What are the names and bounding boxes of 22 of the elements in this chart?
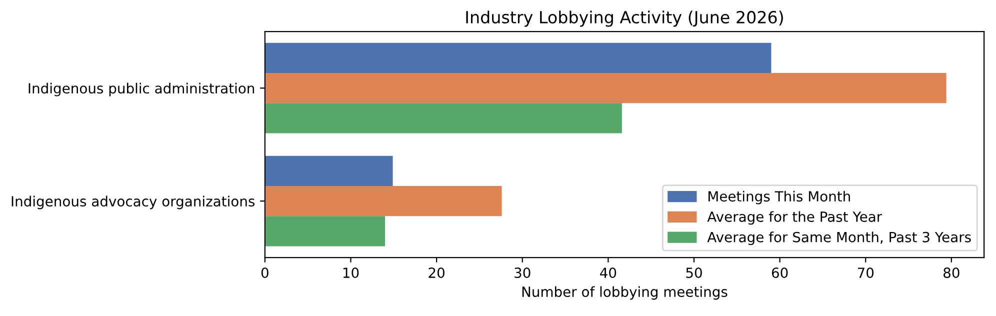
legend-label: Average for the Past Year bbox=[707, 211, 882, 225]
y-tick-label: Indigenous public administration bbox=[28, 82, 254, 96]
x-axis-title: Number of lobbying meetings bbox=[522, 286, 728, 300]
bar bbox=[264, 216, 386, 246]
bar bbox=[264, 156, 393, 186]
bar bbox=[264, 73, 946, 104]
bar bbox=[264, 103, 622, 134]
x-tick-label: 70 bbox=[858, 268, 874, 278]
x-tick-label: 30 bbox=[514, 268, 530, 278]
x-tick-label: 0 bbox=[261, 268, 268, 278]
x-tick-label: 40 bbox=[600, 268, 616, 278]
x-tick-label: 60 bbox=[772, 268, 788, 278]
legend-label: Average for Same Month, Past 3 Years bbox=[707, 232, 971, 246]
x-tick-label: 20 bbox=[428, 268, 444, 278]
legend-label: Meetings This Month bbox=[708, 190, 850, 204]
y-tick-label: Indigenous advocacy organizations bbox=[12, 196, 255, 210]
bar bbox=[264, 42, 772, 74]
x-tick-label: 80 bbox=[944, 268, 960, 278]
x-tick-label: 50 bbox=[686, 268, 702, 278]
x-tick-label: 10 bbox=[343, 268, 359, 278]
chart-title: Industry Lobbying Activity (June 2026) bbox=[466, 10, 783, 27]
bar bbox=[264, 186, 502, 216]
